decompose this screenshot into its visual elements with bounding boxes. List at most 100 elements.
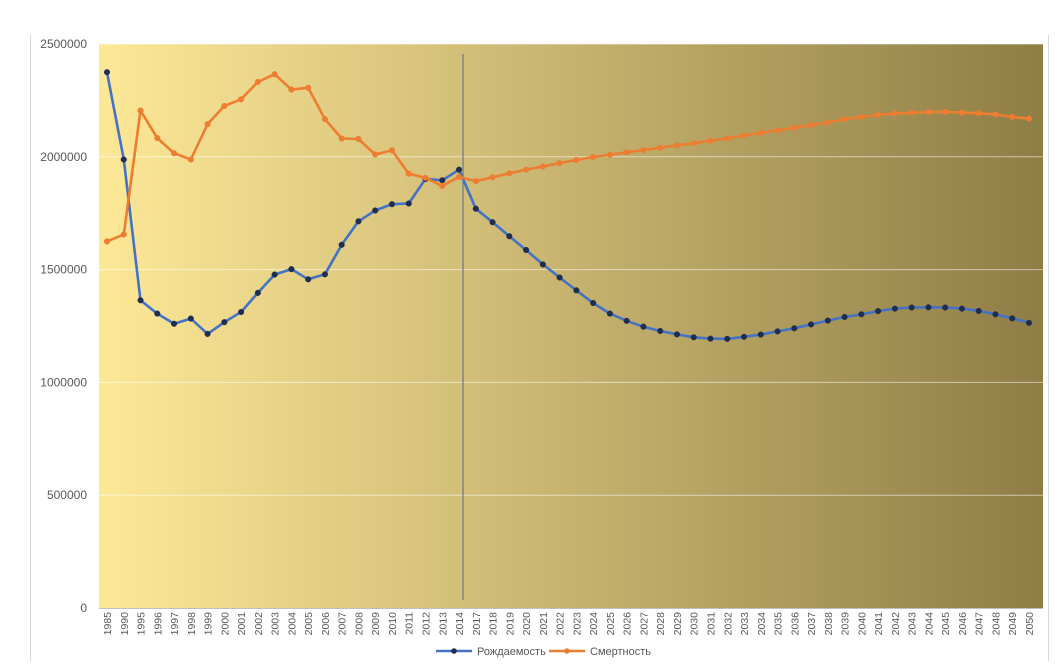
- data-point: [137, 297, 144, 304]
- data-point: [103, 69, 111, 76]
- data-point: [556, 274, 563, 281]
- data-point: [891, 110, 898, 117]
- data-point: [271, 71, 278, 78]
- data-point: [841, 313, 848, 321]
- chart-frame-left: [30, 35, 31, 661]
- data-point: [640, 146, 647, 154]
- x-tick-label: 2047: [974, 612, 986, 636]
- x-tick-label: 2041: [873, 612, 885, 636]
- data-point: [590, 153, 597, 161]
- x-tick-label: 2028: [655, 612, 667, 636]
- data-point: [506, 233, 513, 240]
- data-point: [824, 119, 831, 126]
- data-point: [355, 135, 362, 143]
- data-point: [372, 151, 379, 158]
- data-point: [539, 261, 546, 268]
- data-point: [707, 335, 714, 342]
- x-tick-label: 2004: [286, 612, 298, 636]
- data-point: [707, 137, 714, 144]
- data-point: [992, 311, 999, 318]
- x-tick-label: 2046: [957, 612, 969, 636]
- data-point: [405, 170, 412, 177]
- data-point: [489, 219, 496, 226]
- data-point: [321, 271, 328, 278]
- data-point: [623, 317, 630, 324]
- legend-swatch-marker: [451, 648, 457, 654]
- x-tick-label: 1997: [169, 612, 181, 636]
- data-point: [439, 182, 446, 189]
- x-tick-label: 2037: [806, 612, 818, 636]
- data-point: [673, 142, 681, 149]
- x-tick-label: 2034: [756, 612, 768, 636]
- data-point: [556, 160, 563, 167]
- data-point: [908, 304, 915, 311]
- x-tick-label: 2022: [555, 612, 567, 636]
- x-tick-label: 2031: [705, 612, 717, 636]
- x-tick-label: 2012: [421, 612, 433, 636]
- data-point: [238, 96, 245, 103]
- data-point: [455, 173, 463, 180]
- data-point: [774, 127, 781, 134]
- data-point: [657, 327, 664, 335]
- x-tick-label: 2043: [907, 612, 919, 636]
- x-tick-label: 2030: [689, 612, 701, 636]
- data-point: [238, 308, 245, 316]
- data-point: [640, 323, 647, 330]
- x-tick-label: 2050: [1024, 612, 1036, 636]
- data-point: [1025, 115, 1033, 122]
- data-point: [171, 320, 178, 327]
- legend: Рождаемость Смертность: [436, 646, 651, 658]
- data-point: [757, 129, 764, 136]
- data-point: [875, 111, 882, 118]
- plot-area: [99, 44, 1043, 608]
- data-point: [573, 287, 580, 294]
- y-tick-label: 1500000: [40, 263, 87, 277]
- series: [103, 69, 1033, 342]
- data-point: [388, 147, 396, 154]
- data-point: [673, 331, 681, 338]
- data-point: [305, 84, 312, 91]
- data-point: [690, 334, 697, 341]
- data-point: [321, 116, 328, 123]
- gridlines: [99, 43, 1043, 496]
- data-point: [841, 116, 848, 123]
- x-tick-label: 2027: [638, 612, 650, 636]
- x-tick-label: 2018: [488, 612, 500, 636]
- data-point: [623, 149, 630, 156]
- data-point: [305, 276, 312, 283]
- data-point: [372, 207, 379, 214]
- data-point: [606, 310, 613, 317]
- x-tick-label: 2024: [588, 612, 600, 636]
- x-tick-label: 1995: [136, 612, 148, 636]
- data-point: [171, 150, 178, 157]
- data-point: [791, 325, 798, 332]
- data-point: [506, 170, 513, 177]
- data-point: [154, 310, 161, 317]
- x-tick-label: 2011: [404, 612, 416, 635]
- x-tick-label: 2048: [990, 612, 1002, 636]
- data-point: [439, 177, 446, 184]
- legend-swatch-marker: [564, 648, 570, 654]
- data-point: [1009, 315, 1016, 322]
- x-tick-label: 2039: [840, 612, 852, 636]
- legend-label: Рождаемость: [477, 646, 546, 658]
- x-tick-label: 2001: [236, 612, 248, 636]
- data-point: [875, 308, 882, 315]
- data-point: [975, 307, 982, 314]
- data-point: [942, 108, 949, 115]
- x-tick-label: 2023: [571, 612, 583, 636]
- data-point: [774, 328, 781, 335]
- data-point: [791, 124, 798, 131]
- data-point: [740, 333, 748, 340]
- x-tick-label: 2019: [504, 612, 516, 636]
- data-point: [120, 156, 127, 163]
- x-tick-label: 2026: [622, 612, 634, 636]
- x-tick-label: 2020: [521, 612, 533, 636]
- data-point: [891, 305, 898, 312]
- data-point: [690, 140, 697, 147]
- data-point: [221, 319, 228, 326]
- y-tick-label: 500000: [47, 488, 87, 502]
- y-tick-label: 2500000: [40, 37, 87, 51]
- data-point: [221, 102, 228, 110]
